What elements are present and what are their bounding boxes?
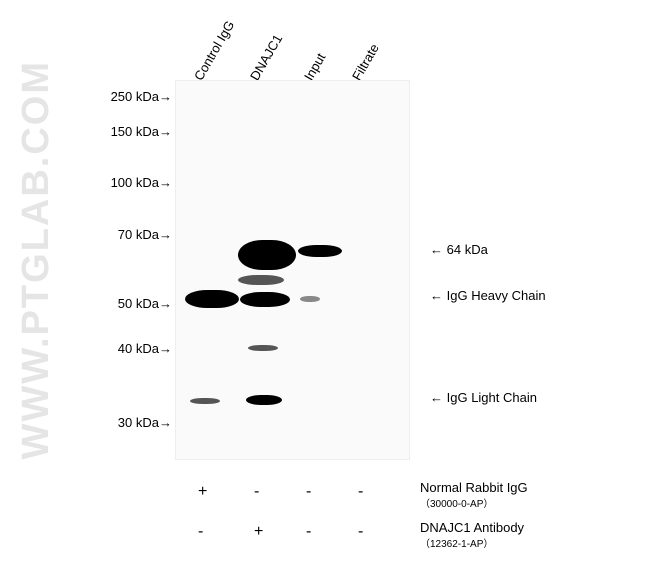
mw-marker: 50 kDa→ <box>108 296 172 311</box>
band-annotation: ← IgG Light Chain <box>430 390 537 405</box>
mw-marker: 70 kDa→ <box>108 227 172 242</box>
mw-marker: 30 kDa→ <box>108 415 172 430</box>
mw-marker: 150 kDa→ <box>100 124 172 139</box>
band-annotation: ← 64 kDa <box>430 242 488 257</box>
band <box>190 398 220 404</box>
condition-label-text: DNAJC1 Antibody <box>420 520 524 535</box>
mw-text: 30 kDa <box>118 415 159 430</box>
band-annotation-text: IgG Light Chain <box>447 390 537 405</box>
arrow-left-icon: ← <box>430 288 443 303</box>
band <box>240 292 290 307</box>
band <box>300 296 320 302</box>
arrow-right-icon: → <box>159 341 172 356</box>
arrow-right-icon: → <box>159 124 172 139</box>
lane-label: Filtrate <box>349 41 382 83</box>
band <box>298 245 342 257</box>
mw-text: 250 kDa <box>111 89 159 104</box>
arrow-left-icon: ← <box>430 242 443 257</box>
condition-value: - <box>306 523 311 541</box>
condition-sublabel: （12362-1-AP） <box>420 535 524 550</box>
condition-label: Normal Rabbit IgG （30000-0-AP） <box>420 480 528 510</box>
band <box>246 395 282 405</box>
watermark-text: WWW.PTGLAB.COM <box>15 60 58 459</box>
band-annotation-text: 64 kDa <box>447 242 488 257</box>
mw-marker: 250 kDa→ <box>100 89 172 104</box>
condition-value: + <box>254 523 263 541</box>
arrow-right-icon: → <box>159 89 172 104</box>
condition-label-text: Normal Rabbit IgG <box>420 480 528 495</box>
mw-text: 70 kDa <box>118 227 159 242</box>
mw-text: 40 kDa <box>118 341 159 356</box>
condition-value: - <box>358 523 363 541</box>
mw-marker: 100 kDa→ <box>100 175 172 190</box>
arrow-right-icon: → <box>159 175 172 190</box>
band <box>248 345 278 351</box>
band <box>185 290 239 308</box>
condition-value: - <box>198 523 203 541</box>
condition-label: DNAJC1 Antibody （12362-1-AP） <box>420 520 524 550</box>
condition-value: - <box>254 483 259 501</box>
mw-text: 150 kDa <box>111 124 159 139</box>
arrow-left-icon: ← <box>430 390 443 405</box>
band <box>238 240 296 270</box>
arrow-right-icon: → <box>159 227 172 242</box>
figure-container: WWW.PTGLAB.COM Control IgG DNAJC1 Input … <box>0 0 650 587</box>
arrow-right-icon: → <box>159 296 172 311</box>
mw-text: 50 kDa <box>118 296 159 311</box>
mw-text: 100 kDa <box>111 175 159 190</box>
lane-label: DNAJC1 <box>247 32 285 83</box>
lane-label: Input <box>301 50 328 83</box>
band-annotation: ← IgG Heavy Chain <box>430 288 546 303</box>
condition-sublabel: （30000-0-AP） <box>420 495 528 510</box>
lane-label: Control IgG <box>191 18 237 83</box>
mw-marker: 40 kDa→ <box>108 341 172 356</box>
arrow-right-icon: → <box>159 415 172 430</box>
condition-value: - <box>306 483 311 501</box>
condition-value: + <box>198 483 207 501</box>
band <box>238 275 284 285</box>
band-annotation-text: IgG Heavy Chain <box>447 288 546 303</box>
condition-value: - <box>358 483 363 501</box>
